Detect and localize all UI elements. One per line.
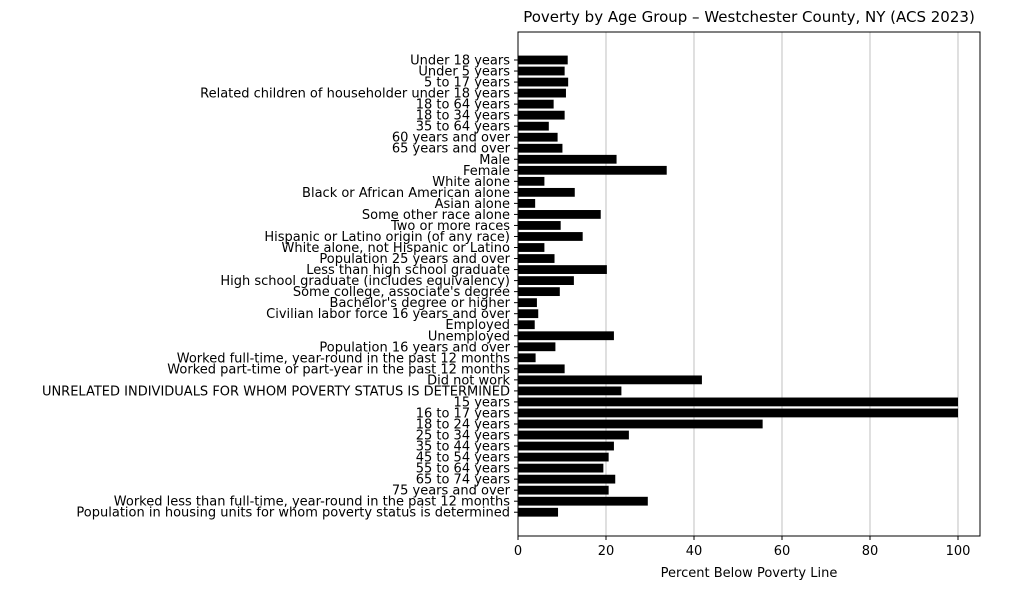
y-tick-label: 65 years and over xyxy=(392,142,511,157)
y-tick-label: 15 years xyxy=(454,395,511,410)
bar xyxy=(518,496,648,506)
x-tick-label: 20 xyxy=(598,544,615,559)
bar xyxy=(518,342,556,352)
bar xyxy=(518,221,561,230)
bar xyxy=(518,375,702,385)
y-tick-label: Black or African American alone xyxy=(302,186,510,201)
y-tick-label: 45 to 54 years xyxy=(416,451,511,466)
plot-area-frame xyxy=(517,31,981,537)
x-tick-labels: 0 20 40 60 80 100 xyxy=(514,536,971,559)
y-tick-label: 60 years and over xyxy=(392,131,511,146)
bar xyxy=(518,474,616,484)
bar xyxy=(518,232,583,241)
bar xyxy=(518,187,575,197)
bar xyxy=(518,121,549,131)
bar xyxy=(518,452,609,462)
bar xyxy=(518,309,539,319)
bar xyxy=(518,298,537,308)
bar xyxy=(518,66,565,76)
bar xyxy=(518,441,614,451)
bar xyxy=(518,287,560,297)
y-tick-label: Female xyxy=(463,164,510,179)
y-tick-label: 35 to 64 years xyxy=(416,120,511,135)
y-tick-label: Less than high school graduate xyxy=(306,263,510,278)
bar xyxy=(518,254,555,263)
bar xyxy=(518,176,545,186)
y-tick-label: Population 16 years and over xyxy=(319,340,510,355)
y-tick-label: 18 to 64 years xyxy=(416,98,511,113)
x-tick-label: 80 xyxy=(862,544,879,559)
bar xyxy=(518,77,569,87)
y-tick-label: Employed xyxy=(445,318,510,333)
bar xyxy=(518,463,604,473)
bar xyxy=(518,364,565,374)
bar xyxy=(518,419,763,429)
bar xyxy=(518,485,609,495)
y-tick-label: High school graduate (includes equivalen… xyxy=(220,274,510,289)
y-tick-label: Some other race alone xyxy=(362,208,510,223)
bar xyxy=(518,430,629,440)
y-tick-label: White alone xyxy=(432,175,510,190)
y-tick-label: Asian alone xyxy=(435,197,510,212)
bar xyxy=(518,110,565,120)
y-tick-label: Some college, associate's degree xyxy=(293,285,510,300)
y-tick-label: Population 25 years and over xyxy=(319,252,510,267)
bar xyxy=(518,198,536,208)
bar xyxy=(518,210,601,219)
y-tick-label: Two or more races xyxy=(390,219,510,234)
y-tick-label: Worked full-time, year-round in the past… xyxy=(177,351,510,366)
x-tick-label: 40 xyxy=(686,544,703,559)
bar xyxy=(518,353,536,363)
bar xyxy=(518,154,617,164)
y-tick-label: Population in housing units for whom pov… xyxy=(76,506,510,521)
y-tick-label: 75 years and over xyxy=(392,484,511,499)
x-tick-label: 100 xyxy=(946,544,971,559)
y-tick-label: Bachelor's degree or higher xyxy=(330,296,511,311)
y-tick-label: 65 to 74 years xyxy=(416,473,511,488)
y-tick-label: Worked less than full-time, year-round i… xyxy=(114,495,510,510)
bars xyxy=(518,55,958,517)
x-tick-label: 0 xyxy=(514,544,522,559)
bar xyxy=(518,132,558,142)
y-tick-label: Related children of householder under 18… xyxy=(200,87,510,102)
bar xyxy=(518,276,574,285)
x-axis-label: Percent Below Poverty Line xyxy=(661,566,838,581)
y-tick-label: Did not work xyxy=(427,373,510,388)
bar xyxy=(518,143,563,153)
y-tick-label: 25 to 34 years xyxy=(416,429,511,444)
y-tick-label: 35 to 44 years xyxy=(416,440,511,455)
y-tick-label: Male xyxy=(479,153,510,168)
y-tick-label: 55 to 64 years xyxy=(416,462,511,477)
x-tick-label: 60 xyxy=(774,544,791,559)
bar xyxy=(518,331,614,341)
bar xyxy=(518,88,566,98)
y-tick-label: White alone, not Hispanic or Latino xyxy=(282,241,510,256)
bar xyxy=(518,507,559,517)
bar xyxy=(518,386,622,396)
y-tick-label: Under 18 years xyxy=(410,54,510,69)
y-tick-label: 5 to 17 years xyxy=(424,76,510,91)
bar xyxy=(518,99,554,109)
y-tick-label: 18 to 34 years xyxy=(416,109,511,124)
y-tick-label: Under 5 years xyxy=(418,65,510,80)
y-tick-label: Civilian labor force 16 years and over xyxy=(266,307,511,322)
bar xyxy=(518,320,535,330)
y-tick-label: 18 to 24 years xyxy=(416,417,511,432)
bar xyxy=(518,397,958,407)
bar xyxy=(518,408,958,418)
y-tick-label: UNRELATED INDIVIDUALS FOR WHOM POVERTY S… xyxy=(42,384,510,399)
bar xyxy=(518,55,568,65)
y-tick-label: Unemployed xyxy=(428,329,510,344)
bar xyxy=(518,243,545,252)
chart-title: Poverty by Age Group – Westchester Count… xyxy=(523,8,975,26)
y-tick-label: 16 to 17 years xyxy=(416,406,511,421)
y-tick-label: Hispanic or Latino origin (of any race) xyxy=(264,230,510,245)
y-tick-label: Worked part-time or part-year in the pas… xyxy=(167,362,510,377)
bar xyxy=(518,165,667,175)
bar xyxy=(518,265,607,274)
